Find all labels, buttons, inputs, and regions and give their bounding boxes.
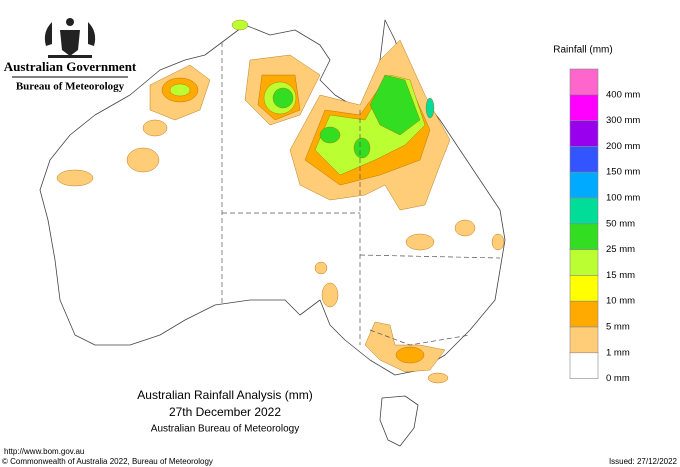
legend-swatch: [569, 275, 599, 302]
australia-map: [39, 19, 506, 447]
legend-label: 15 mm: [606, 270, 635, 281]
legend-label: 150 mm: [606, 167, 640, 178]
tasmania: [379, 395, 419, 447]
map-date: 27th December 2022: [169, 405, 281, 419]
state-borders: [221, 42, 501, 346]
legend-swatch: [569, 223, 599, 250]
legend-swatch: [569, 300, 599, 328]
legend-label: 400 mm: [606, 89, 640, 100]
legend-swatch: [569, 68, 599, 96]
agency-name: Bureau of Meteorology: [16, 81, 125, 93]
rain-areas: [56, 19, 505, 384]
map-title: Australian Rainfall Analysis (mm): [137, 388, 312, 402]
coat-of-arms: [44, 18, 96, 58]
legend-label: 100 mm: [606, 193, 640, 204]
legend-label: 5 mm: [606, 322, 630, 333]
legend-swatch: [569, 352, 599, 379]
legend-label: 10 mm: [606, 296, 635, 307]
legend-swatch: [569, 120, 599, 147]
legend-swatch: [569, 146, 599, 173]
legend-swatch: [569, 249, 599, 276]
legend-swatch: [569, 171, 599, 199]
legend-swatch: [569, 94, 599, 121]
legend-label: 50 mm: [606, 218, 635, 229]
footer-url: http://www.bom.gov.au: [4, 447, 84, 456]
legend-label: 0 mm: [606, 373, 630, 384]
legend-label: 300 mm: [606, 115, 640, 126]
footer-issued: Issued: 27/12/2022: [609, 457, 678, 466]
legend-label: 25 mm: [606, 244, 635, 255]
legend-title: Rainfall (mm): [553, 45, 612, 56]
map-source: Australian Bureau of Meteorology: [151, 424, 299, 435]
legend: 400 mm 300 mm 200 mm 150 mm 100 mm 50 mm 25 mm…: [569, 68, 640, 384]
footer-copyright: © Commonwealth of Australia 2022, Bureau…: [2, 457, 213, 466]
legend-label: 200 mm: [606, 141, 640, 152]
government-name: Australian Government: [4, 59, 137, 74]
legend-swatch: [569, 197, 599, 225]
legend-label: 1 mm: [606, 347, 630, 358]
legend-swatch: [569, 326, 599, 354]
